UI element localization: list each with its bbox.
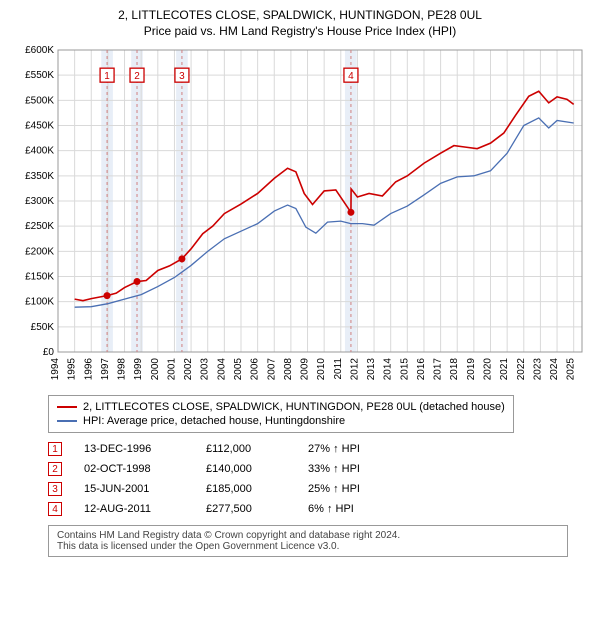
sale-price: £140,000	[206, 463, 286, 475]
table-row: 1 13-DEC-1996 £112,000 27% ↑ HPI	[48, 439, 590, 459]
legend-swatch	[57, 420, 77, 422]
svg-text:2024: 2024	[549, 358, 560, 381]
svg-text:2006: 2006	[250, 358, 261, 381]
line-chart-svg: £0 £50K £100K £150K £200K £250K £300K £350K £400…	[10, 44, 590, 384]
svg-text:£100K: £100K	[25, 297, 54, 308]
chart-title-subtitle: Price paid vs. HM Land Registry's House …	[10, 24, 590, 38]
svg-text:2025: 2025	[566, 358, 577, 381]
sale-marker-icon: 3	[48, 482, 62, 496]
svg-text:2015: 2015	[399, 358, 410, 381]
svg-text:£50K: £50K	[31, 322, 55, 333]
svg-text:£150K: £150K	[25, 272, 54, 283]
svg-text:£600K: £600K	[25, 45, 54, 56]
svg-text:2003: 2003	[200, 358, 211, 381]
svg-text:2000: 2000	[150, 358, 161, 381]
svg-text:1995: 1995	[67, 358, 78, 381]
svg-text:2023: 2023	[532, 358, 543, 381]
svg-text:2001: 2001	[166, 358, 177, 381]
sale-marker-icon: 4	[48, 502, 62, 516]
svg-text:2022: 2022	[516, 358, 527, 381]
svg-text:2021: 2021	[499, 358, 510, 381]
svg-text:2009: 2009	[300, 358, 311, 381]
table-row: 2 02-OCT-1998 £140,000 33% ↑ HPI	[48, 459, 590, 479]
svg-text:2011: 2011	[333, 358, 344, 380]
svg-text:3: 3	[179, 71, 185, 82]
svg-text:£400K: £400K	[25, 146, 54, 157]
svg-text:£300K: £300K	[25, 196, 54, 207]
svg-text:£450K: £450K	[25, 121, 54, 132]
svg-text:2013: 2013	[366, 358, 377, 381]
svg-text:2002: 2002	[183, 358, 194, 381]
legend-item: HPI: Average price, detached house, Hunt…	[57, 414, 505, 428]
svg-text:1996: 1996	[83, 358, 94, 381]
svg-text:2019: 2019	[466, 358, 477, 381]
table-row: 4 12-AUG-2011 £277,500 6% ↑ HPI	[48, 499, 590, 519]
svg-text:2010: 2010	[316, 358, 327, 381]
sale-pct: 27% ↑ HPI	[308, 443, 398, 455]
svg-text:2018: 2018	[449, 358, 460, 381]
svg-text:1997: 1997	[100, 358, 111, 381]
svg-text:2012: 2012	[349, 358, 360, 381]
svg-text:£250K: £250K	[25, 221, 54, 232]
legend-label: 2, LITTLECOTES CLOSE, SPALDWICK, HUNTING…	[83, 401, 505, 413]
title-block: 2, LITTLECOTES CLOSE, SPALDWICK, HUNTING…	[10, 8, 590, 38]
svg-text:1999: 1999	[133, 358, 144, 381]
svg-text:£550K: £550K	[25, 70, 54, 81]
sale-pct: 6% ↑ HPI	[308, 503, 398, 515]
svg-text:1: 1	[104, 71, 110, 82]
svg-text:£500K: £500K	[25, 95, 54, 106]
sale-marker-icon: 1	[48, 442, 62, 456]
svg-text:2005: 2005	[233, 358, 244, 381]
svg-text:1998: 1998	[117, 358, 128, 381]
svg-text:2007: 2007	[266, 358, 277, 381]
sale-date: 12-AUG-2011	[84, 503, 184, 515]
sales-table: 1 13-DEC-1996 £112,000 27% ↑ HPI 2 02-OC…	[48, 439, 590, 519]
legend: 2, LITTLECOTES CLOSE, SPALDWICK, HUNTING…	[48, 395, 514, 433]
svg-text:£350K: £350K	[25, 171, 54, 182]
chart-title-address: 2, LITTLECOTES CLOSE, SPALDWICK, HUNTING…	[10, 8, 590, 22]
svg-text:2020: 2020	[483, 358, 494, 381]
sale-marker-icon: 2	[48, 462, 62, 476]
svg-text:2014: 2014	[383, 358, 394, 381]
sale-pct: 33% ↑ HPI	[308, 463, 398, 475]
legend-item: 2, LITTLECOTES CLOSE, SPALDWICK, HUNTING…	[57, 400, 505, 414]
svg-text:2016: 2016	[416, 358, 427, 381]
svg-text:4: 4	[348, 71, 354, 82]
footer-line: Contains HM Land Registry data © Crown c…	[57, 530, 559, 541]
table-row: 3 15-JUN-2001 £185,000 25% ↑ HPI	[48, 479, 590, 499]
sale-pct: 25% ↑ HPI	[308, 483, 398, 495]
chart-container: 2, LITTLECOTES CLOSE, SPALDWICK, HUNTING…	[0, 0, 600, 565]
svg-text:2008: 2008	[283, 358, 294, 381]
svg-text:£200K: £200K	[25, 246, 54, 257]
footer-line: This data is licensed under the Open Gov…	[57, 541, 559, 552]
sale-price: £112,000	[206, 443, 286, 455]
svg-text:2004: 2004	[216, 358, 227, 381]
sale-price: £185,000	[206, 483, 286, 495]
sale-date: 15-JUN-2001	[84, 483, 184, 495]
svg-text:£0: £0	[43, 347, 55, 358]
legend-swatch	[57, 406, 77, 408]
svg-text:2: 2	[134, 71, 140, 82]
sale-date: 13-DEC-1996	[84, 443, 184, 455]
svg-text:2017: 2017	[433, 358, 444, 381]
legend-label: HPI: Average price, detached house, Hunt…	[83, 415, 345, 427]
svg-text:1994: 1994	[50, 358, 61, 381]
sale-price: £277,500	[206, 503, 286, 515]
sale-date: 02-OCT-1998	[84, 463, 184, 475]
chart-plot: £0 £50K £100K £150K £200K £250K £300K £350K £400…	[10, 44, 590, 389]
attribution-footer: Contains HM Land Registry data © Crown c…	[48, 525, 568, 557]
